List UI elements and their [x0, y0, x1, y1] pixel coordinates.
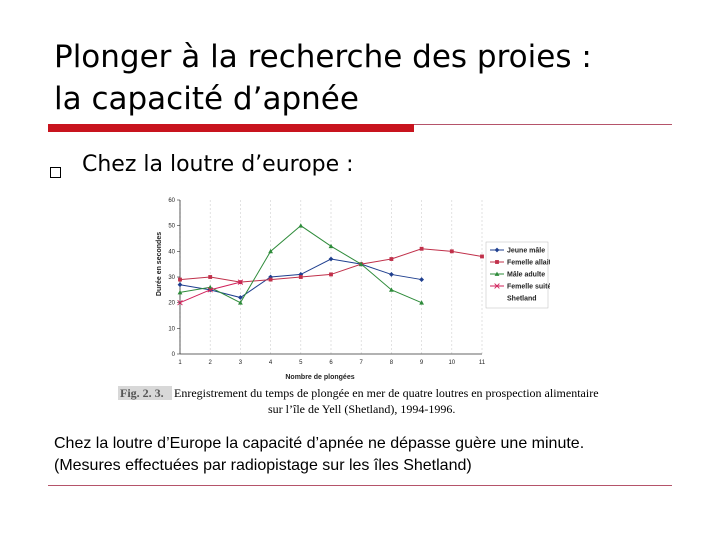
legend-label-extra: Shetland	[507, 296, 537, 303]
data-point-s0-0	[177, 282, 183, 288]
legend-marker-0	[494, 247, 500, 253]
x-tick-label-2: 2	[209, 360, 213, 366]
data-point-s1-0	[178, 277, 182, 282]
title-underline-thin	[414, 124, 672, 125]
y-tick-label-20: 20	[168, 301, 175, 307]
x-axis-label: Nombre de plongées	[285, 374, 354, 381]
data-point-s3-1	[207, 287, 213, 293]
body-line1: Chez la loutre d’Europe la capacité d’ap…	[54, 435, 585, 452]
x-tick-label-3: 3	[239, 360, 243, 366]
legend-marker-3-stroke2	[494, 283, 500, 289]
title-underline-red	[48, 124, 414, 132]
legend-marker-2	[494, 271, 500, 276]
body-line2: (Mesures effectuées par radiopistage sur…	[54, 457, 472, 474]
data-point-s1-9	[449, 249, 454, 254]
slide-title: Plonger à la recherche des proies : la c…	[54, 36, 694, 120]
legend-marker-3	[494, 283, 500, 289]
x-tick-label-11: 11	[479, 360, 486, 366]
x-tick-label-10: 10	[448, 360, 455, 366]
chart-grid	[179, 200, 483, 354]
data-point-s2-7	[389, 287, 394, 292]
y-tick-label-40: 40	[168, 249, 175, 255]
data-point-s1-10	[480, 254, 484, 259]
y-tick-label-60: 60	[168, 198, 175, 204]
data-point-s2-8	[419, 300, 424, 305]
data-point-s1-4	[298, 275, 303, 279]
x-tick-label-6: 6	[329, 360, 333, 366]
data-point-s3-0	[177, 299, 183, 306]
data-point-s1-1	[208, 275, 213, 279]
y-tick-label-30: 30	[168, 275, 175, 281]
data-point-s3-2	[237, 279, 244, 285]
x-tick-label-1: 1	[178, 360, 182, 366]
dive-duration-chart: 1 2 3 4 5 6 7 8 9 10 11 0 10 20 30 40 50 60 Jeune mâle Fem…	[156, 198, 550, 381]
y-tick-label-50: 50	[168, 224, 175, 230]
y-tick-label-10: 10	[168, 326, 175, 332]
data-point-s1-5	[329, 272, 333, 277]
data-point-s1-7	[389, 257, 394, 261]
x-tick-label-7: 7	[360, 360, 364, 366]
chart-ticks: 1 2 3 4 5 6 7 8 9 10 11 0 10 20 30 40 50 60	[168, 198, 485, 366]
caption-line1: Enregistrement du temps de plongée en me…	[174, 386, 599, 400]
legend-label-0: Jeune mâle	[507, 248, 545, 255]
data-point-s2-6	[358, 261, 364, 267]
x-tick-label-9: 9	[420, 360, 424, 366]
data-point-s2-5	[328, 243, 334, 249]
data-point-s2-4	[298, 223, 304, 228]
square-bullet-icon	[50, 167, 61, 178]
bullet-text: Chez la loutre d’europe :	[82, 152, 354, 177]
bottom-divider	[48, 485, 672, 486]
chart-series	[177, 223, 484, 306]
slide-title-line1: Plonger à la recherche des proies :	[54, 39, 592, 75]
data-point-s0-5	[328, 256, 334, 262]
data-point-s2-0	[177, 290, 183, 295]
slide-title-line2: la capacité d’apnée	[54, 81, 359, 117]
x-tick-label-8: 8	[390, 360, 394, 366]
caption-line2: sur l’île de Yell (Shetland), 1994-1996.	[268, 402, 456, 416]
y-tick-label-0: 0	[172, 352, 176, 358]
data-point-s0-8	[419, 277, 424, 282]
data-point-s3-0-stroke2	[177, 299, 183, 306]
data-point-s1-3	[268, 277, 273, 282]
legend-label-1: Femelle allaitante	[507, 260, 550, 267]
data-point-s1-8	[419, 246, 424, 251]
data-point-s3-2-stroke2	[237, 279, 244, 285]
data-point-s2-3	[268, 248, 273, 254]
chart-legend: Jeune mâle Femelle allaitante Mâle adulte F…	[485, 241, 550, 309]
x-tick-label-4: 4	[269, 360, 273, 366]
data-point-s0-2	[238, 295, 243, 300]
figure-caption: Fig. 2. 3. Enregistrement du temps de pl…	[118, 384, 608, 418]
body-text: Chez la loutre d’Europe la capacité d’ap…	[54, 433, 694, 477]
data-point-s0-7	[389, 272, 394, 277]
legend-marker-1	[495, 260, 499, 264]
legend-label-2: Mâle adulte	[507, 272, 545, 279]
data-point-s3-1-stroke2	[207, 287, 213, 293]
x-tick-label-5: 5	[299, 360, 303, 366]
data-point-s2-2	[238, 300, 243, 305]
legend-label-3: Femelle suitée	[507, 284, 550, 291]
figure-number: Fig. 2. 3.	[118, 386, 172, 400]
y-axis-label: Durée en secondes	[156, 232, 163, 296]
